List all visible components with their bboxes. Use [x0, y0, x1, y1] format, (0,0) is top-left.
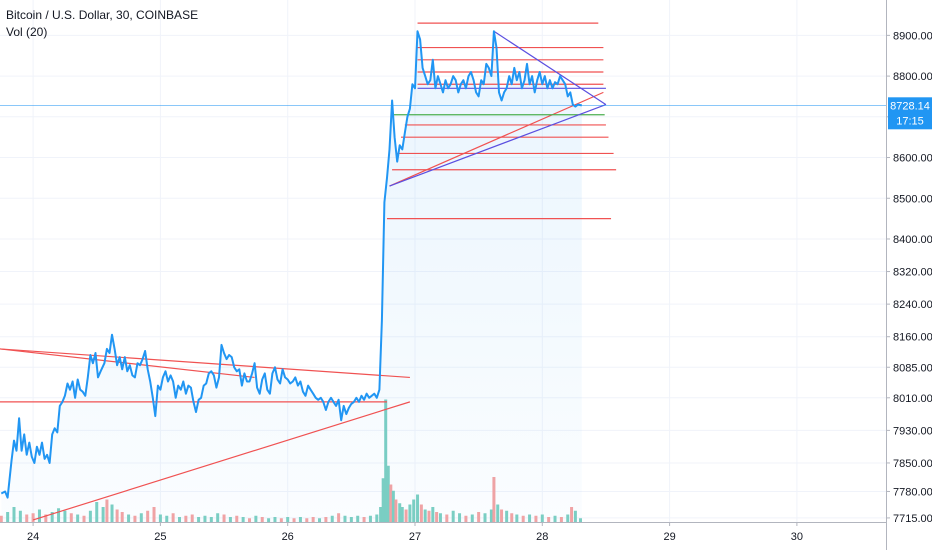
- price-tick-label: 8085.00: [893, 362, 932, 374]
- price-line: [0, 30, 583, 499]
- price-tick-label: 7780.00: [893, 486, 932, 498]
- bar-countdown-label: 17:15: [896, 115, 924, 127]
- price-axis[interactable]: 7715.00 7780.00 7850.00 7930.00 8010.00 8085.…: [886, 0, 932, 550]
- price-tick-label: 8900.00: [893, 30, 932, 42]
- price-tick-label: 8400.00: [893, 234, 932, 246]
- purple-trendline: [493, 30, 607, 106]
- price-tick-label: 8320.00: [893, 267, 932, 279]
- price-tick-label: 7715.00: [893, 513, 932, 525]
- price-tick-label: 8500.00: [893, 193, 932, 205]
- time-tick-label: 29: [663, 531, 675, 543]
- price-tick-label: 7930.00: [893, 425, 932, 437]
- purple-trendline: [389, 104, 607, 187]
- symbol-title[interactable]: Bitcoin / U.S. Dollar, 30, COINBASE: [6, 8, 199, 22]
- price-series-line: [0, 30, 583, 499]
- time-tick-label: 25: [154, 531, 166, 543]
- price-tick-label: 8240.00: [893, 299, 932, 311]
- time-tick-label: 26: [282, 531, 294, 543]
- price-tick-label: 8160.00: [893, 332, 932, 344]
- volume-indicator-title[interactable]: Vol (20): [6, 25, 48, 39]
- price-tick-label: 8010.00: [893, 393, 932, 405]
- time-axis[interactable]: 24 25 26 27 28 29 30: [0, 522, 886, 550]
- price-badge-background: [888, 97, 932, 130]
- red-trendline: [32, 401, 411, 521]
- time-tick-label: 28: [536, 531, 548, 543]
- time-axis-background: [0, 522, 886, 550]
- current-price-badge: 8728.14 17:15: [888, 97, 932, 130]
- time-tick-label: 27: [409, 531, 421, 543]
- price-tick-label: 7850.00: [893, 458, 932, 470]
- price-tick-label: 8800.00: [893, 71, 932, 83]
- red-trendline: [0, 348, 410, 379]
- time-tick-label: 30: [791, 531, 803, 543]
- current-price-label: 8728.14: [890, 100, 930, 112]
- drawn-trendlines[interactable]: [0, 22, 617, 521]
- time-tick-label: 24: [27, 531, 39, 543]
- price-axis-background: [886, 0, 932, 550]
- price-tick-label: 8600.00: [893, 153, 932, 165]
- red-trendline: [389, 91, 604, 187]
- chart-legend: Bitcoin / U.S. Dollar, 30, COINBASE Vol …: [6, 7, 198, 41]
